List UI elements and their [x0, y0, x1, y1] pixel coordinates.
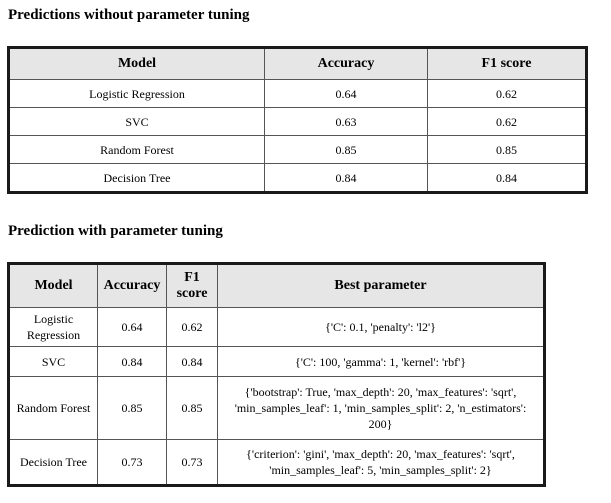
model-cell: Decision Tree: [8, 439, 98, 486]
table-row: SVC 0.63 0.62: [8, 107, 587, 136]
f1-score-cell: 0.62: [166, 307, 218, 347]
best-parameter-cell: {'C': 0.1, 'penalty': 'l2'}: [217, 307, 545, 347]
f1-score-cell: 0.84: [166, 346, 218, 377]
best-parameter-cell: {'criterion': 'gini', 'max_depth': 20, '…: [217, 439, 545, 486]
f1-score-cell: 0.85: [166, 376, 218, 440]
table-row: Random Forest 0.85 0.85 {'bootstrap': Tr…: [8, 376, 545, 440]
table-row: Random Forest 0.85 0.85: [8, 135, 587, 164]
f1-score-cell: 0.84: [427, 163, 587, 193]
column-header-model: Model: [8, 47, 265, 80]
model-cell: SVC: [8, 346, 98, 377]
column-header-model: Model: [8, 263, 98, 308]
accuracy-cell: 0.64: [264, 79, 428, 108]
model-cell: SVC: [8, 107, 265, 136]
accuracy-cell: 0.85: [97, 376, 167, 440]
results-table-with-tuning: Model Accuracy F1 score Best parameter L…: [7, 262, 546, 487]
column-header-accuracy: Accuracy: [264, 47, 428, 80]
table-row: Logistic Regression 0.64 0.62: [8, 79, 587, 108]
model-cell: Decision Tree: [8, 163, 265, 193]
table-header-row: Model Accuracy F1 score: [8, 47, 587, 80]
f1-score-cell: 0.62: [427, 79, 587, 108]
section-title-without-tuning: Predictions without parameter tuning: [8, 7, 250, 23]
table-row: Logistic Regression 0.64 0.62 {'C': 0.1,…: [8, 307, 545, 347]
model-cell: Random Forest: [8, 135, 265, 164]
accuracy-cell: 0.63: [264, 107, 428, 136]
f1-score-cell: 0.73: [166, 439, 218, 486]
accuracy-cell: 0.84: [97, 346, 167, 377]
results-table-without-tuning: Model Accuracy F1 score Logistic Regress…: [7, 46, 588, 194]
table-row: Decision Tree 0.84 0.84: [8, 163, 587, 193]
best-parameter-cell: {'C': 100, 'gamma': 1, 'kernel': 'rbf'}: [217, 346, 545, 377]
section-title-with-tuning: Prediction with parameter tuning: [8, 223, 223, 239]
accuracy-cell: 0.64: [97, 307, 167, 347]
column-header-f1-score: F1 score: [427, 47, 587, 80]
column-header-best-parameter: Best parameter: [217, 263, 545, 308]
f1-score-cell: 0.62: [427, 107, 587, 136]
model-cell: Logistic Regression: [8, 307, 98, 347]
model-cell: Random Forest: [8, 376, 98, 440]
table-row: Decision Tree 0.73 0.73 {'criterion': 'g…: [8, 439, 545, 486]
model-cell: Logistic Regression: [8, 79, 265, 108]
f1-score-cell: 0.85: [427, 135, 587, 164]
best-parameter-cell: {'bootstrap': True, 'max_depth': 20, 'ma…: [217, 376, 545, 440]
table-header-row: Model Accuracy F1 score Best parameter: [8, 263, 545, 308]
table-row: SVC 0.84 0.84 {'C': 100, 'gamma': 1, 'ke…: [8, 346, 545, 377]
accuracy-cell: 0.73: [97, 439, 167, 486]
accuracy-cell: 0.84: [264, 163, 428, 193]
column-header-accuracy: Accuracy: [97, 263, 167, 308]
accuracy-cell: 0.85: [264, 135, 428, 164]
column-header-f1-score: F1 score: [166, 263, 218, 308]
